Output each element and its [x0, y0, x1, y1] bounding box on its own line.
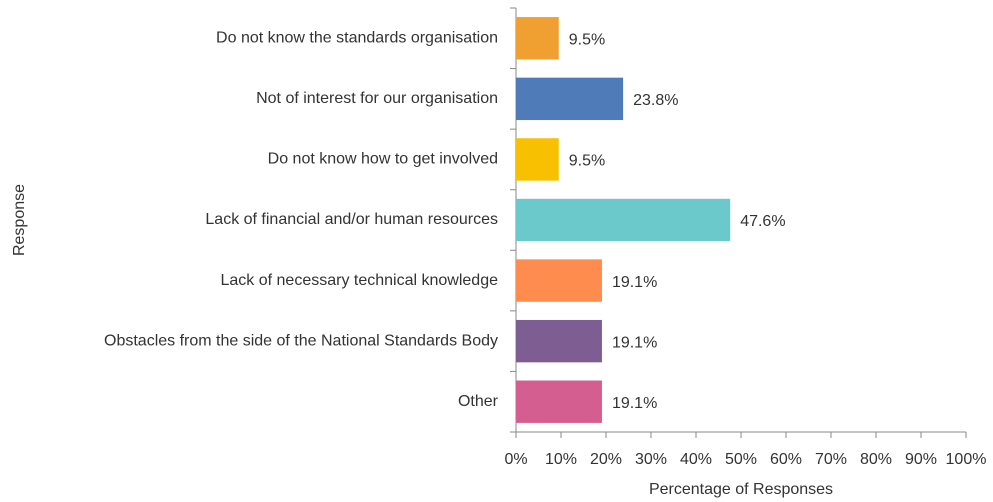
- y-tick-label: Do not know the standards organisation: [216, 30, 498, 47]
- x-tick-label: 30%: [635, 451, 667, 468]
- x-tick-label: 100%: [946, 451, 987, 468]
- x-axis-label: Percentage of Responses: [649, 481, 833, 498]
- y-tick-label: Lack of financial and/or human resources: [205, 211, 498, 228]
- x-tick-label: 0%: [504, 451, 527, 468]
- x-tick-label: 70%: [815, 451, 847, 468]
- value-label: 47.6%: [740, 213, 785, 230]
- x-tick-label: 40%: [680, 451, 712, 468]
- value-label: 9.5%: [569, 32, 605, 49]
- bar: [516, 319, 602, 363]
- x-tick-label: 20%: [590, 451, 622, 468]
- value-label: 19.1%: [612, 274, 657, 291]
- bar: [516, 77, 624, 121]
- bar: [516, 259, 602, 302]
- y-tick-label: Obstacles from the side of the National …: [104, 332, 498, 349]
- x-tick-label: 10%: [545, 451, 577, 468]
- bar: [516, 198, 731, 242]
- x-tick-label: 90%: [905, 451, 937, 468]
- value-label: 19.1%: [612, 334, 657, 351]
- y-tick-label: Other: [458, 393, 499, 410]
- value-label: 19.1%: [612, 395, 657, 412]
- bar: [516, 17, 559, 60]
- bar: [516, 138, 559, 181]
- value-label: 23.8%: [633, 92, 678, 109]
- value-label: 9.5%: [569, 153, 605, 170]
- y-tick-label: Not of interest for our organisation: [256, 90, 498, 107]
- x-tick-label: 60%: [770, 451, 802, 468]
- y-tick-label: Do not know how to get involved: [268, 151, 498, 168]
- x-tick-label: 50%: [725, 451, 757, 468]
- y-tick-label: Lack of necessary technical knowledge: [221, 272, 499, 289]
- y-axis-label: Response: [11, 184, 28, 256]
- bar: [516, 380, 602, 423]
- x-tick-label: 80%: [860, 451, 892, 468]
